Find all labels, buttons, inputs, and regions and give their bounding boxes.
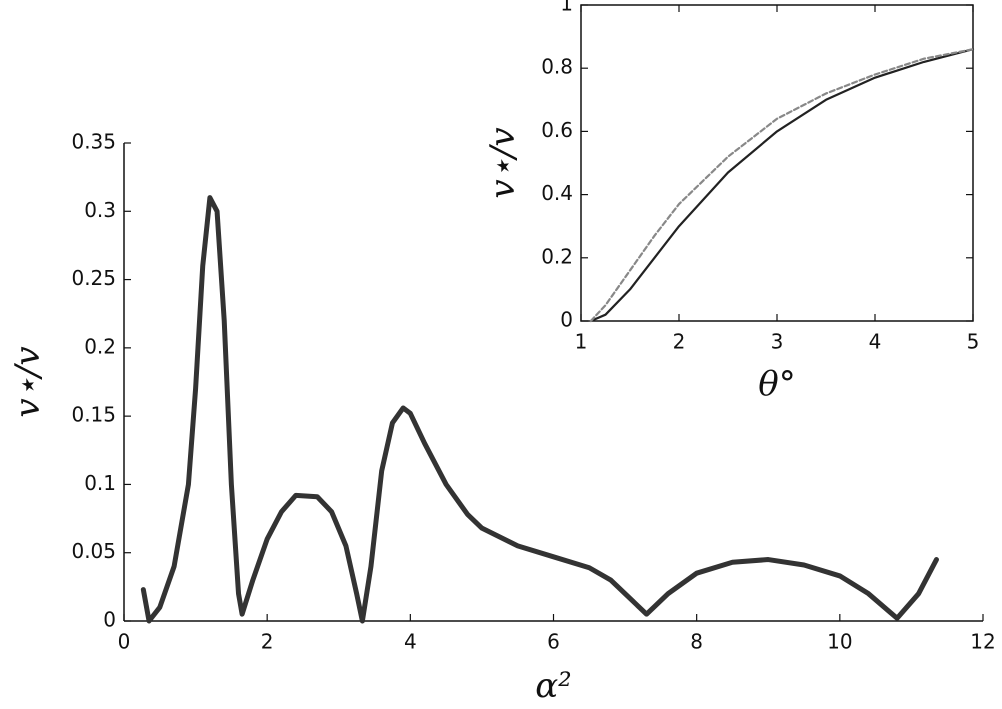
x-axis-label: θ° — [758, 364, 795, 404]
x-tick-label: 2 — [261, 630, 274, 654]
x-tick-label: 10 — [827, 630, 852, 654]
y-tick-label: 0 — [560, 308, 573, 332]
y-tick-label: 0.05 — [71, 539, 116, 563]
x-tick-label: 3 — [771, 330, 784, 354]
x-tick-label: 5 — [967, 330, 980, 354]
y-axis-label: v⋆/v — [8, 346, 48, 417]
y-tick-label: 0.8 — [541, 55, 573, 79]
x-tick-label: 6 — [547, 630, 560, 654]
plot-box — [580, 4, 974, 322]
x-tick-label: 0 — [118, 630, 131, 654]
x-tick-label: 12 — [970, 630, 995, 654]
x-tick-label: 4 — [404, 630, 417, 654]
y-tick-label: 0.6 — [541, 118, 573, 142]
y-tick-label: 0.35 — [71, 130, 116, 154]
y-axis-label: v⋆/v — [483, 127, 523, 198]
x-tick-label: 8 — [690, 630, 703, 654]
y-tick-label: 0.3 — [84, 198, 116, 222]
y-tick-label: 0.1 — [84, 471, 116, 495]
y-tick-label: 1 — [560, 0, 573, 16]
data-line — [589, 48, 975, 323]
x-tick-label: 2 — [673, 330, 686, 354]
y-tick-label: 0 — [103, 608, 116, 632]
x-tick-label: 1 — [575, 330, 588, 354]
data-line — [589, 48, 975, 323]
x-tick-label: 4 — [869, 330, 882, 354]
y-tick-label: 0.2 — [84, 334, 116, 358]
data-line — [140, 195, 939, 624]
y-tick-label: 0.25 — [71, 266, 116, 290]
x-axis-label: α² — [535, 666, 572, 706]
y-tick-label: 0.15 — [71, 403, 116, 427]
y-tick-label: 0.2 — [541, 244, 573, 268]
y-tick-label: 0.4 — [541, 181, 573, 205]
